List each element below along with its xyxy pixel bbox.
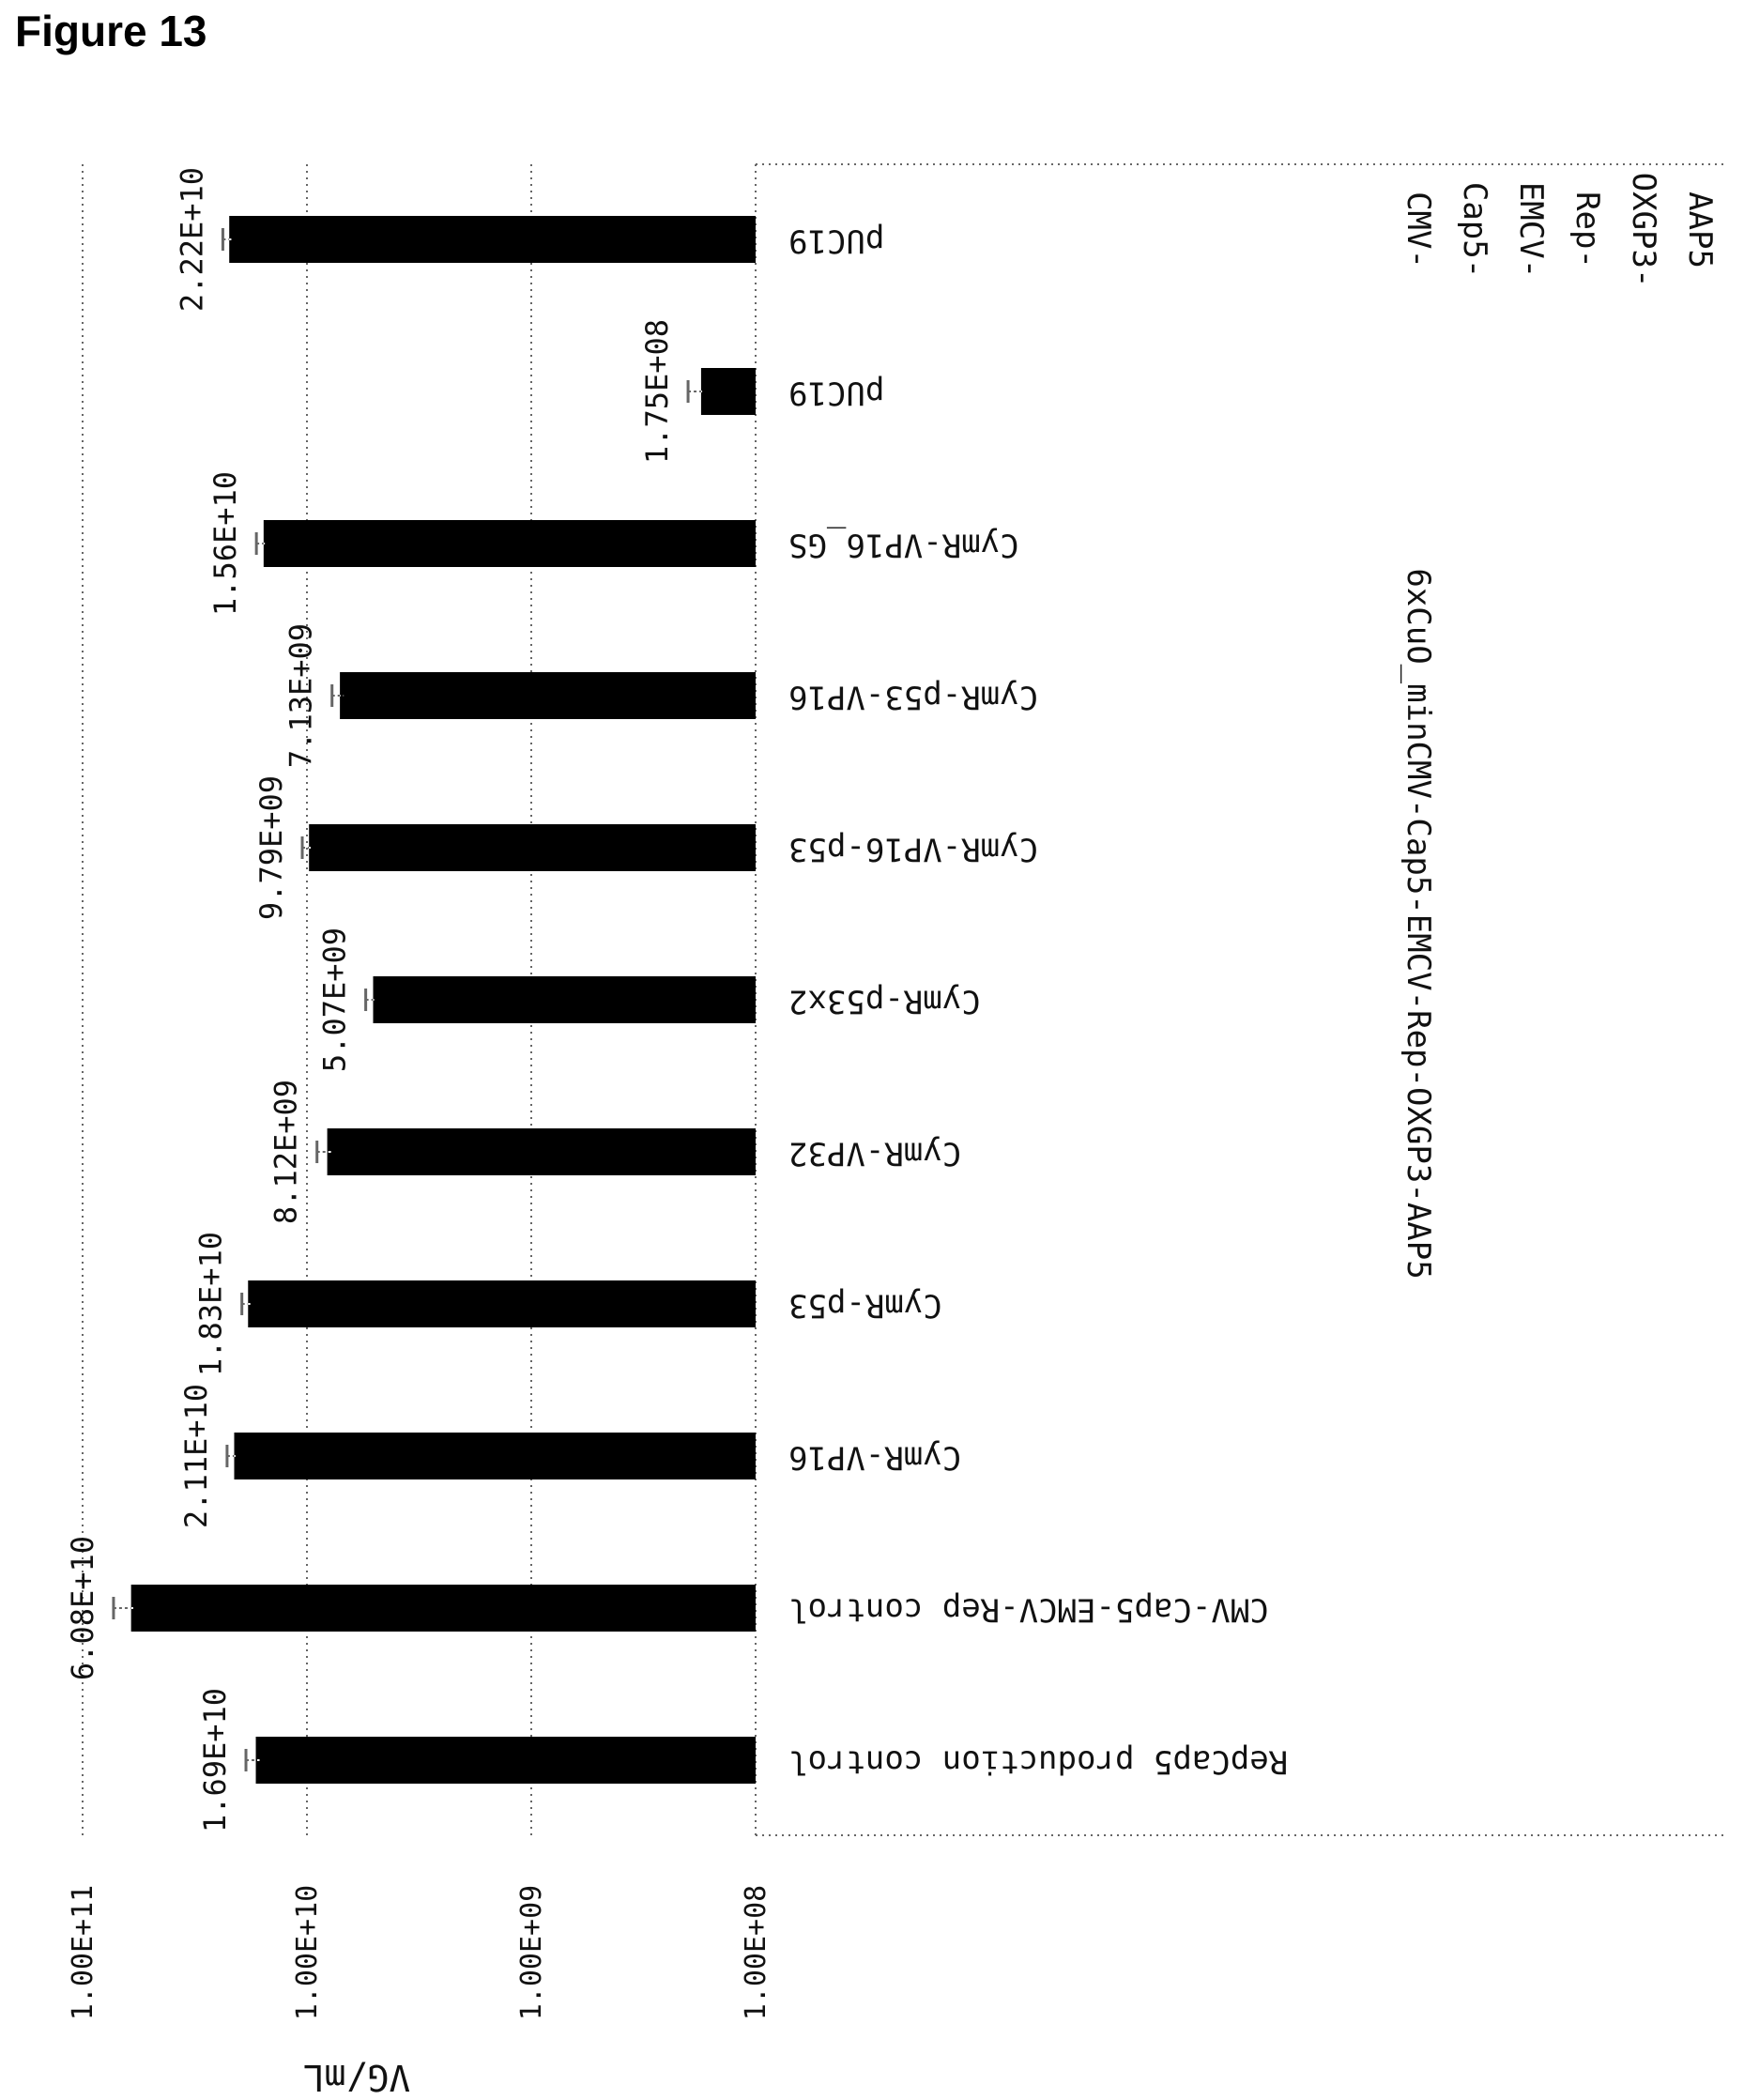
bar xyxy=(373,976,756,1023)
data-label: 2.22E+10 xyxy=(174,167,209,312)
data-label: 2.11E+10 xyxy=(178,1384,214,1528)
group-label-line: Cap5- xyxy=(1456,182,1493,278)
bar xyxy=(309,824,756,871)
category-label: CymR-p53 xyxy=(788,1287,942,1325)
category-label: CymR-VP16-p53 xyxy=(788,831,1038,868)
data-label: 6.08E+10 xyxy=(65,1536,100,1680)
category-label: CymR-p53-VP16 xyxy=(788,679,1038,716)
group-label-line: OXGP3- xyxy=(1625,173,1662,288)
data-label: 1.75E+08 xyxy=(639,319,675,464)
bars xyxy=(112,216,757,1784)
category-label: CMV-Cap5-EMCV-Rep control xyxy=(788,1591,1269,1629)
bar xyxy=(255,1737,757,1784)
group-label-line: AAP5 xyxy=(1681,192,1719,268)
group-label-line: Rep- xyxy=(1568,192,1606,268)
data-label: 1.69E+10 xyxy=(197,1688,233,1832)
category-label: CymR-VP32 xyxy=(788,1135,961,1173)
bar xyxy=(700,368,756,415)
figure-title: Figure 13 xyxy=(15,7,207,55)
y-tick-label: 1.00E+08 xyxy=(740,1885,773,2021)
category-label: pUC19 xyxy=(788,222,884,260)
data-label: 1.56E+10 xyxy=(207,471,243,616)
category-label: pUC19 xyxy=(788,375,884,412)
bar xyxy=(327,1128,756,1175)
data-label: 7.13E+09 xyxy=(283,623,319,768)
data-label: 5.07E+09 xyxy=(317,927,353,1072)
data-label: 8.12E+09 xyxy=(268,1080,304,1224)
y-tick-label: 1.00E+10 xyxy=(291,1885,324,2021)
category-label: CymR-VP16_GS xyxy=(788,527,1019,564)
bar xyxy=(234,1433,757,1479)
data-label: 1.83E+10 xyxy=(193,1232,229,1376)
labels: 1.00E+11 1.00E+10 1.00E+09 1.00E+08 VG/mL 2.2… xyxy=(65,167,1719,2098)
bar xyxy=(248,1280,757,1327)
category-label: CymR-p53x2 xyxy=(788,983,981,1020)
group-label: 6xCuO_minCMV-Cap5-EMCV-Rep-OXGP3-AAP5 xyxy=(1400,568,1437,1279)
group-label-line: EMCV- xyxy=(1512,182,1550,278)
bar xyxy=(130,1585,757,1632)
group-label-line: CMV- xyxy=(1400,192,1437,268)
category-label: RepCap5 production control xyxy=(788,1743,1288,1781)
y-tick-label: 1.00E+11 xyxy=(67,1885,99,2021)
category-label: CymR-VP16 xyxy=(788,1439,961,1477)
y-axis-title: VG/mL xyxy=(303,2057,410,2098)
bar xyxy=(340,672,756,719)
bar xyxy=(229,216,757,263)
y-tick-label: 1.00E+09 xyxy=(515,1885,548,2021)
bar xyxy=(263,520,756,567)
data-label: 9.79E+09 xyxy=(253,775,289,920)
